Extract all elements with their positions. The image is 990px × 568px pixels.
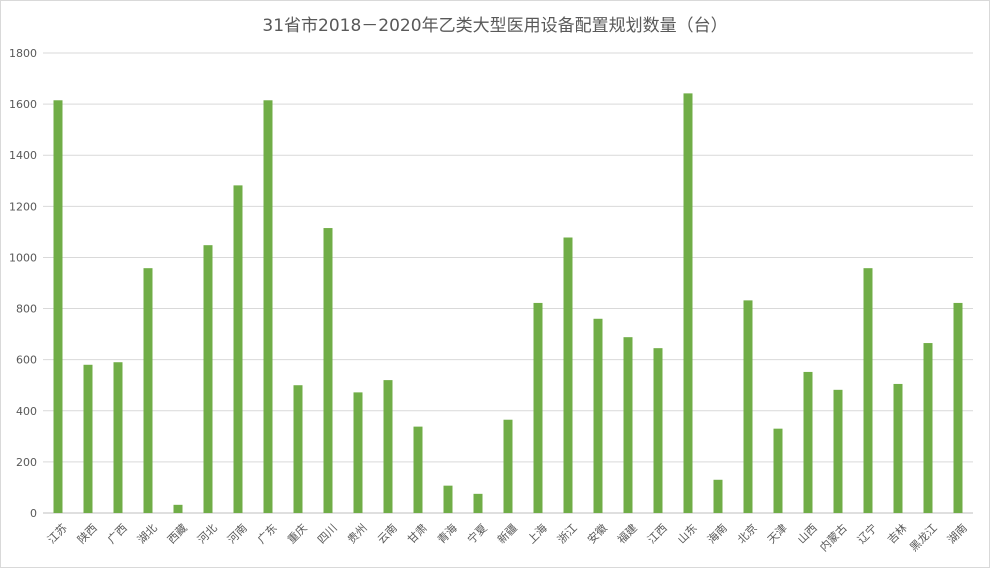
x-tick-label: 西藏 — [165, 522, 190, 547]
x-tick-label: 天津 — [765, 522, 790, 547]
bar-20 — [653, 348, 663, 513]
x-tick-label: 安徽 — [584, 521, 609, 546]
x-tick-label: 山东 — [675, 522, 700, 547]
x-tick-label: 陕西 — [74, 521, 99, 546]
bar-27 — [863, 268, 873, 513]
y-tick-label: 0 — [30, 507, 37, 520]
y-tick-label: 1800 — [9, 47, 37, 60]
x-tick-label: 辽宁 — [854, 521, 879, 546]
x-tick-label: 贵州 — [345, 522, 370, 547]
bar-7 — [263, 100, 273, 514]
x-tick-label: 宁夏 — [464, 521, 489, 546]
y-tick-label: 200 — [16, 456, 37, 469]
x-tick-label: 重庆 — [284, 521, 309, 546]
x-tick-label: 山西 — [795, 522, 820, 547]
x-tick-label: 云南 — [375, 522, 400, 547]
bar-22 — [713, 479, 723, 513]
x-tick-label: 新疆 — [494, 521, 519, 546]
bar-14 — [473, 493, 483, 513]
bar-30 — [953, 302, 963, 513]
bar-21 — [683, 93, 693, 513]
bar-24 — [773, 428, 783, 513]
bar-25 — [803, 371, 813, 513]
bar-17 — [563, 237, 573, 513]
y-tick-label: 1400 — [9, 149, 37, 162]
y-tick-label: 800 — [16, 303, 37, 316]
bar-12 — [413, 426, 423, 513]
bar-11 — [383, 380, 393, 513]
bar-19 — [623, 337, 633, 513]
chart-title: 31省市2018－2020年乙类大型医用设备配置规划数量（台） — [262, 16, 728, 36]
x-tick-label: 广东 — [255, 522, 280, 547]
bar-6 — [233, 185, 243, 513]
x-tick-label: 湖北 — [135, 522, 160, 547]
x-tick-label: 青海 — [434, 521, 459, 546]
x-tick-label: 江苏 — [45, 522, 70, 547]
x-tick-label: 内蒙古 — [817, 521, 850, 554]
bar-16 — [533, 302, 543, 513]
bar-18 — [593, 318, 603, 513]
bar-23 — [743, 300, 753, 513]
bar-26 — [833, 389, 843, 513]
x-tick-label: 江西 — [645, 522, 670, 547]
bar-4 — [173, 504, 183, 513]
x-tick-label: 四川 — [315, 522, 340, 547]
bar-3 — [143, 268, 153, 513]
x-tick-label: 福建 — [614, 521, 639, 546]
x-tick-label: 海南 — [704, 521, 729, 546]
x-tick-label: 吉林 — [884, 521, 909, 546]
y-tick-label: 1600 — [9, 98, 37, 111]
bar-13 — [443, 485, 453, 513]
y-tick-label: 1000 — [9, 251, 37, 264]
bar-0 — [53, 100, 63, 514]
x-tick-label: 北京 — [734, 521, 759, 546]
y-tick-label: 600 — [16, 354, 37, 367]
bar-1 — [83, 364, 93, 513]
bar-29 — [923, 343, 933, 513]
y-tick-label: 400 — [16, 405, 37, 418]
x-tick-label: 广西 — [105, 522, 130, 547]
x-tick-label: 黑龙江 — [907, 522, 940, 555]
x-tick-label: 河南 — [225, 522, 250, 547]
x-tick-label: 湖南 — [945, 522, 970, 547]
bar-10 — [353, 392, 363, 513]
x-tick-label: 浙江 — [555, 522, 580, 547]
x-tick-label: 甘肃 — [405, 522, 430, 547]
bar-5 — [203, 245, 213, 513]
x-tick-label: 上海 — [524, 521, 549, 546]
bar-15 — [503, 419, 513, 513]
y-tick-label: 1200 — [9, 200, 37, 213]
bar-9 — [323, 228, 333, 514]
bar-8 — [293, 385, 303, 513]
x-tick-label: 河北 — [195, 522, 220, 547]
bar-28 — [893, 383, 903, 513]
bar-2 — [113, 362, 123, 513]
